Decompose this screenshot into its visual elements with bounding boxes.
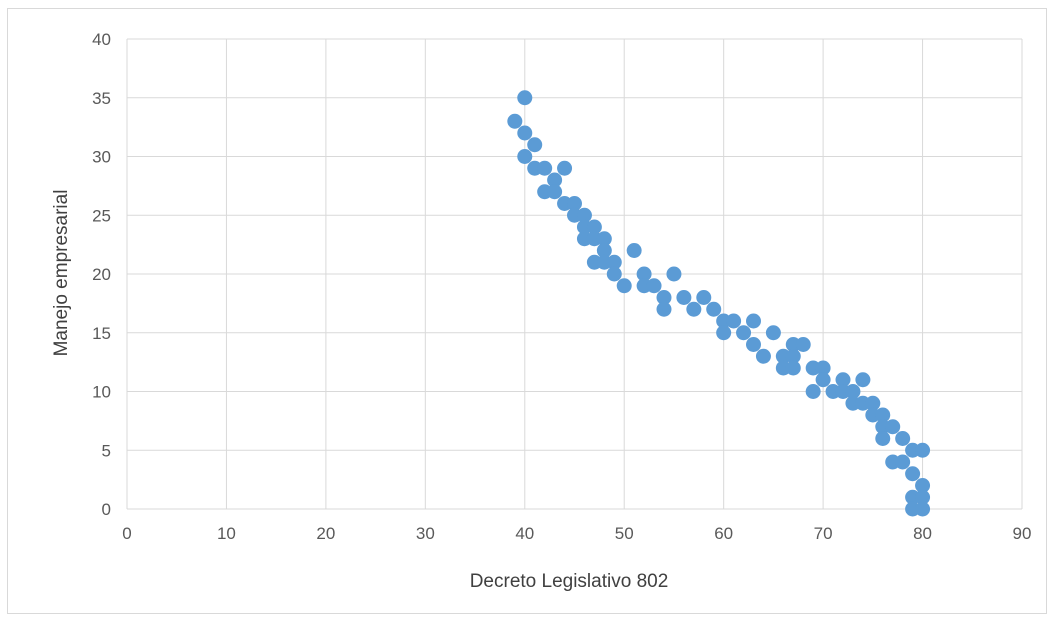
data-point bbox=[915, 478, 931, 493]
data-point bbox=[815, 360, 831, 376]
data-point bbox=[517, 90, 533, 106]
data-point bbox=[885, 419, 901, 435]
data-point bbox=[895, 431, 911, 446]
data-point bbox=[656, 290, 672, 305]
x-tick-label: 20 bbox=[316, 524, 335, 543]
data-point bbox=[785, 348, 801, 364]
x-tick-label: 90 bbox=[1013, 524, 1032, 543]
x-tick-label: 0 bbox=[122, 524, 131, 543]
data-point bbox=[606, 254, 622, 270]
y-tick-label: 10 bbox=[92, 383, 111, 402]
data-point bbox=[606, 266, 622, 282]
data-point bbox=[875, 431, 891, 446]
x-tick-label: 80 bbox=[913, 524, 932, 543]
data-point bbox=[785, 360, 801, 376]
data-point bbox=[636, 266, 652, 282]
data-point bbox=[676, 290, 692, 305]
data-point bbox=[875, 407, 891, 423]
y-tick-label: 5 bbox=[102, 441, 111, 460]
grid-layer bbox=[126, 38, 1023, 510]
y-tick-label: 15 bbox=[92, 324, 111, 343]
data-point bbox=[616, 278, 632, 294]
data-point bbox=[557, 160, 573, 176]
data-point bbox=[547, 184, 563, 200]
data-point bbox=[746, 337, 761, 352]
data-point bbox=[646, 278, 662, 294]
data-point bbox=[567, 196, 582, 211]
data-point bbox=[746, 313, 761, 329]
data-point bbox=[626, 243, 642, 258]
y-axis-title: Manejo empresarial bbox=[51, 190, 72, 357]
data-point bbox=[547, 172, 563, 188]
data-point bbox=[706, 301, 722, 317]
data-point bbox=[755, 348, 771, 364]
data-point bbox=[716, 325, 732, 341]
data-points bbox=[507, 90, 931, 517]
data-point bbox=[855, 372, 871, 388]
data-point bbox=[805, 384, 821, 399]
x-tick-label: 10 bbox=[217, 524, 236, 543]
x-tick-label: 40 bbox=[515, 524, 534, 543]
data-point bbox=[905, 466, 921, 482]
x-axis-title: Decreto Legislativo 802 bbox=[470, 571, 669, 592]
data-point bbox=[895, 454, 911, 470]
data-point bbox=[915, 442, 931, 458]
data-point bbox=[656, 301, 672, 317]
data-point bbox=[596, 243, 612, 258]
data-point bbox=[915, 489, 931, 505]
data-point bbox=[517, 125, 533, 141]
data-point bbox=[537, 160, 553, 176]
y-tick-label: 30 bbox=[92, 148, 111, 167]
data-point bbox=[507, 113, 523, 129]
x-tick-label: 50 bbox=[615, 524, 634, 543]
data-point bbox=[765, 325, 781, 341]
data-point bbox=[686, 301, 702, 317]
x-tick-label: 70 bbox=[814, 524, 833, 543]
data-point bbox=[915, 501, 931, 517]
x-tick-label: 30 bbox=[416, 524, 435, 543]
data-point bbox=[576, 207, 592, 223]
data-point bbox=[527, 137, 543, 153]
y-tick-label: 0 bbox=[102, 500, 111, 519]
data-point bbox=[666, 266, 682, 282]
data-point bbox=[835, 372, 851, 388]
data-point bbox=[736, 325, 752, 341]
data-point bbox=[865, 395, 881, 411]
data-point bbox=[696, 290, 712, 305]
y-tick-label: 35 bbox=[92, 89, 111, 108]
x-tick-label: 60 bbox=[714, 524, 733, 543]
data-point bbox=[726, 313, 742, 329]
data-point bbox=[845, 384, 861, 399]
data-point bbox=[795, 337, 811, 352]
data-point bbox=[596, 231, 612, 247]
data-point bbox=[517, 149, 533, 164]
y-tick-label: 20 bbox=[92, 265, 111, 284]
x-tick-labels: 0 10 20 30 40 50 60 70 80 90 bbox=[122, 524, 1031, 543]
data-point bbox=[586, 219, 602, 235]
data-point bbox=[815, 372, 831, 388]
chart-frame bbox=[7, 8, 1047, 614]
y-tick-labels: 0 5 10 15 20 25 30 35 40 bbox=[92, 30, 111, 519]
y-tick-label: 40 bbox=[92, 30, 111, 49]
y-tick-label: 25 bbox=[92, 206, 111, 225]
